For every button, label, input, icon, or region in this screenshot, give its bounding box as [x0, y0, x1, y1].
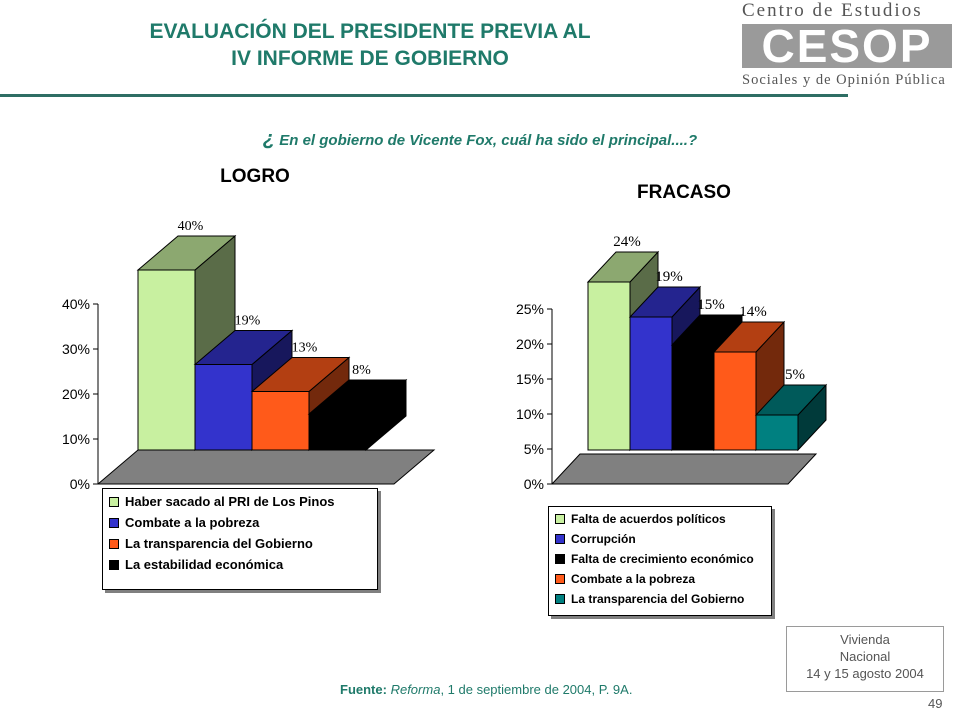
y-tick-label: 15% — [516, 371, 544, 387]
chart-fracaso: 0% 5% 10% 15% 20% 25% 24% 19% 15% 14% 5% — [516, 234, 828, 492]
bar-front — [755, 414, 799, 451]
y-tick-label: 5% — [524, 441, 544, 457]
data-label: 40% — [178, 219, 204, 234]
bar-top — [136, 235, 237, 271]
chart-floor — [550, 453, 818, 485]
legend-entry: La transparencia del Gobierno — [549, 589, 771, 609]
note-line2: Nacional — [839, 649, 891, 664]
chart-title-fracaso: FRACASO — [637, 182, 731, 203]
data-label: 15% — [697, 297, 725, 313]
legend-entry: Corrupción — [549, 529, 771, 549]
y-tick-label: 40% — [62, 296, 90, 312]
legend-swatch — [109, 517, 119, 528]
page-title: EVALUACIÓN DEL PRESIDENTE PREVIA AL IV I… — [60, 18, 680, 72]
legend-label: Falta de crecimiento económico — [571, 552, 754, 566]
logo-mark: CESOP — [742, 20, 952, 72]
y-tick-label: 10% — [62, 431, 90, 447]
legend-logro: Haber sacado al PRI de Los Pinos Combate … — [102, 488, 378, 590]
chart-floor — [96, 449, 436, 485]
bar-front — [671, 344, 715, 451]
legend-label: Combate a la pobreza — [125, 515, 260, 530]
note-line1: Vivienda — [840, 632, 890, 647]
data-label: 19% — [235, 314, 261, 329]
source-label: Fuente: — [340, 682, 387, 697]
legend-swatch — [109, 496, 119, 507]
chart-title-logro: LOGRO — [220, 166, 290, 187]
y-tick-label: 20% — [516, 336, 544, 352]
bar-top — [670, 314, 744, 346]
bar-front — [629, 316, 673, 451]
bar-front — [587, 281, 631, 451]
legend-label: La transparencia del Gobierno — [571, 592, 745, 606]
y-tick-label: 20% — [62, 386, 90, 402]
note-line3: 14 y 15 agosto 2004 — [806, 666, 924, 681]
y-tick-label: 30% — [62, 341, 90, 357]
header-rule — [0, 94, 848, 97]
cesop-logo: Centro de Estudios CESOP Sociales y de O… — [734, 0, 960, 96]
legend-entry: La estabilidad económica — [103, 554, 377, 575]
legend-label: Combate a la pobreza — [571, 572, 696, 586]
bar-top — [193, 330, 294, 365]
data-label: 8% — [352, 363, 371, 378]
page-title-line2: IV INFORME DE GOBIERNO — [231, 47, 509, 70]
bar-front — [251, 391, 310, 451]
legend-label: Corrupción — [571, 532, 636, 546]
y-tick-label: 25% — [516, 301, 544, 317]
bar-top — [712, 321, 786, 353]
legend-swatch — [555, 514, 565, 524]
data-label: 24% — [613, 234, 641, 250]
survey-question: ¿ En el gobierno de Vicente Fox, cuál ha… — [0, 128, 960, 151]
legend-swatch — [555, 554, 565, 564]
bar-front — [308, 413, 367, 451]
legend-entry: La transparencia del Gobierno — [103, 533, 377, 554]
data-label: 5% — [785, 367, 805, 383]
legend-entry: Falta de acuerdos políticos — [549, 509, 771, 529]
bar-top — [628, 286, 702, 318]
legend-entry: Falta de crecimiento económico — [549, 549, 771, 569]
source-note: Fuente: Reforma, 1 de septiembre de 2004… — [340, 682, 632, 697]
legend-swatch — [555, 594, 565, 604]
svg-text:CESOP: CESOP — [761, 20, 932, 72]
bar-1: 40% — [136, 219, 237, 452]
bar-top — [754, 384, 828, 416]
page-number: 49 — [928, 696, 943, 711]
bar-top — [586, 251, 660, 283]
bar-front — [137, 269, 196, 451]
legend-swatch — [109, 538, 119, 549]
source-details: , 1 de septiembre de 2004, P. 9A. — [440, 682, 633, 697]
legend-swatch — [109, 559, 119, 570]
source-publication: Reforma — [390, 682, 441, 697]
page-title-line1: EVALUACIÓN DEL PRESIDENTE PREVIA AL — [149, 20, 591, 43]
legend-swatch — [555, 534, 565, 544]
bar-top — [307, 379, 408, 415]
question-text: En el gobierno de Vicente Fox, cuál ha s… — [279, 132, 698, 149]
bar-front — [713, 351, 757, 451]
bar-4: 8% — [307, 363, 408, 452]
y-tick-label: 0% — [70, 476, 90, 492]
chart-logro: 0% 10% 20% 30% 40% 40% 19% 13% 8% — [62, 219, 436, 492]
bar-5: 5% — [754, 367, 828, 452]
legend-entry: Haber sacado al PRI de Los Pinos — [103, 491, 377, 512]
data-label: 14% — [739, 304, 767, 320]
legend-swatch — [555, 574, 565, 584]
bar-top — [250, 357, 351, 392]
legend-label: La estabilidad económica — [125, 557, 284, 572]
data-label: 13% — [292, 341, 318, 356]
survey-info-note: Vivienda Nacional 14 y 15 agosto 2004 — [786, 626, 944, 692]
bar-front — [194, 364, 253, 451]
legend-entry: Combate a la pobreza — [103, 512, 377, 533]
data-label: 19% — [655, 269, 683, 285]
legend-fracaso: Falta de acuerdos políticos Corrupción Fal… — [548, 506, 772, 616]
legend-entry: Combate a la pobreza — [549, 569, 771, 589]
legend-label: Haber sacado al PRI de Los Pinos — [125, 494, 335, 509]
y-tick-label: 0% — [524, 476, 544, 492]
question-mark: ¿ — [262, 128, 276, 150]
legend-label: Falta de acuerdos políticos — [571, 512, 726, 526]
legend-label: La transparencia del Gobierno — [125, 536, 313, 551]
logo-line3: Sociales y de Opinión Pública — [742, 72, 946, 88]
y-tick-label: 10% — [516, 406, 544, 422]
logo-line1: Centro de Estudios — [742, 0, 923, 21]
